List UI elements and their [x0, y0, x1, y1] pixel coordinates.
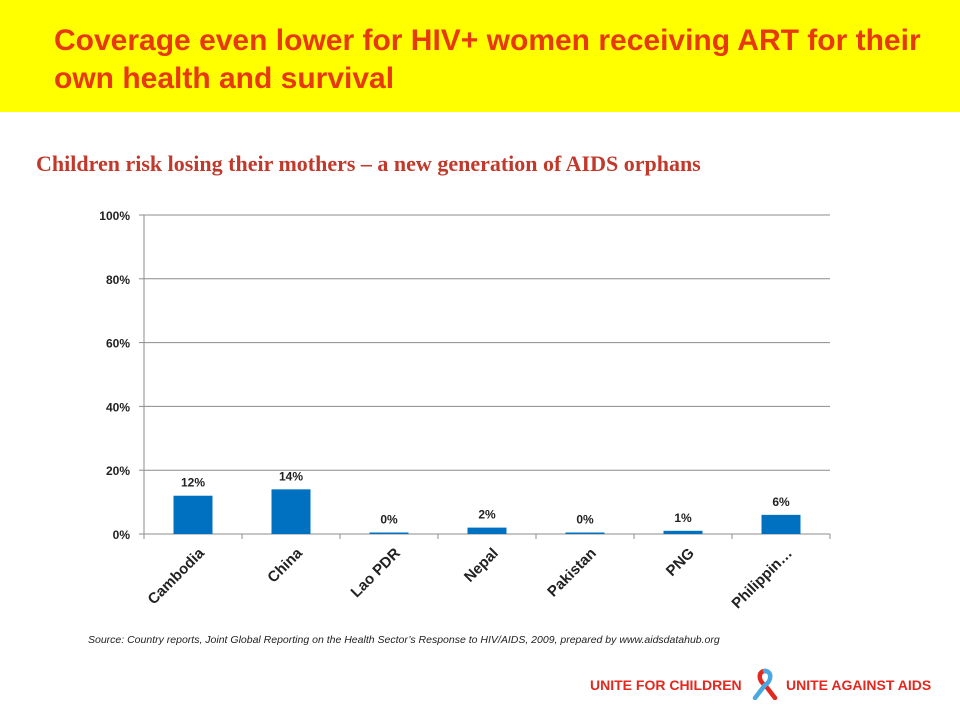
bar	[467, 527, 507, 534]
y-tick-label: 100%	[99, 209, 130, 223]
bars	[173, 489, 801, 534]
x-tick-label: Lao PDR	[348, 545, 404, 601]
data-label: 2%	[478, 508, 496, 522]
slide-title: Coverage even lower for HIV+ women recei…	[54, 24, 921, 95]
unite-logo: UNITE FOR CHILDREN UNITE AGAINST AIDS	[590, 668, 940, 700]
x-tick-label: Cambodia	[145, 544, 209, 608]
data-label: 0%	[380, 513, 398, 527]
bar	[173, 495, 213, 534]
bar	[761, 514, 801, 534]
x-tick-label: Pakistan	[544, 545, 600, 601]
axes	[139, 214, 831, 539]
data-label: 1%	[674, 511, 692, 525]
y-tick-label: 20%	[106, 464, 130, 478]
bar	[565, 532, 605, 534]
gridlines	[144, 214, 830, 471]
y-tick-label: 80%	[106, 273, 130, 287]
data-label: 0%	[576, 513, 594, 527]
y-tick-label: 60%	[106, 337, 130, 351]
y-tick-labels: 0% 20% 40% 60% 80% 100%	[99, 209, 130, 542]
source-note: Source: Country reports, Joint Global Re…	[88, 634, 720, 646]
logo-text-aids: UNITE AGAINST AIDS	[786, 677, 932, 693]
data-label: 12%	[181, 476, 205, 490]
x-tick-labels: Cambodia China Lao PDR Nepal Pakistan PNG Phil…	[145, 544, 796, 612]
data-labels: 12% 14% 0% 2% 0% 1% 6%	[181, 469, 790, 526]
data-label: 14%	[279, 469, 303, 483]
x-tick-label: Philippin…	[728, 545, 795, 612]
bar	[271, 489, 311, 534]
bar-chart: 0% 20% 40% 60% 80% 100% 12% 14% 0% 2% 0% 1% 6% Camb…	[99, 209, 831, 612]
x-tick-label: Nepal	[461, 545, 502, 586]
aids-ribbon-icon	[752, 668, 778, 700]
slide-subtitle: Children risk losing their mothers – a n…	[36, 151, 701, 176]
title-banner	[0, 0, 960, 112]
bar	[369, 532, 409, 534]
logo-text-children: UNITE FOR CHILDREN	[590, 677, 742, 693]
y-tick-label: 40%	[106, 400, 130, 414]
x-tick-label: China	[264, 544, 306, 586]
data-label: 6%	[772, 495, 790, 509]
x-tick-label: PNG	[663, 545, 698, 580]
y-tick-label: 0%	[113, 528, 131, 542]
bar	[663, 530, 703, 534]
